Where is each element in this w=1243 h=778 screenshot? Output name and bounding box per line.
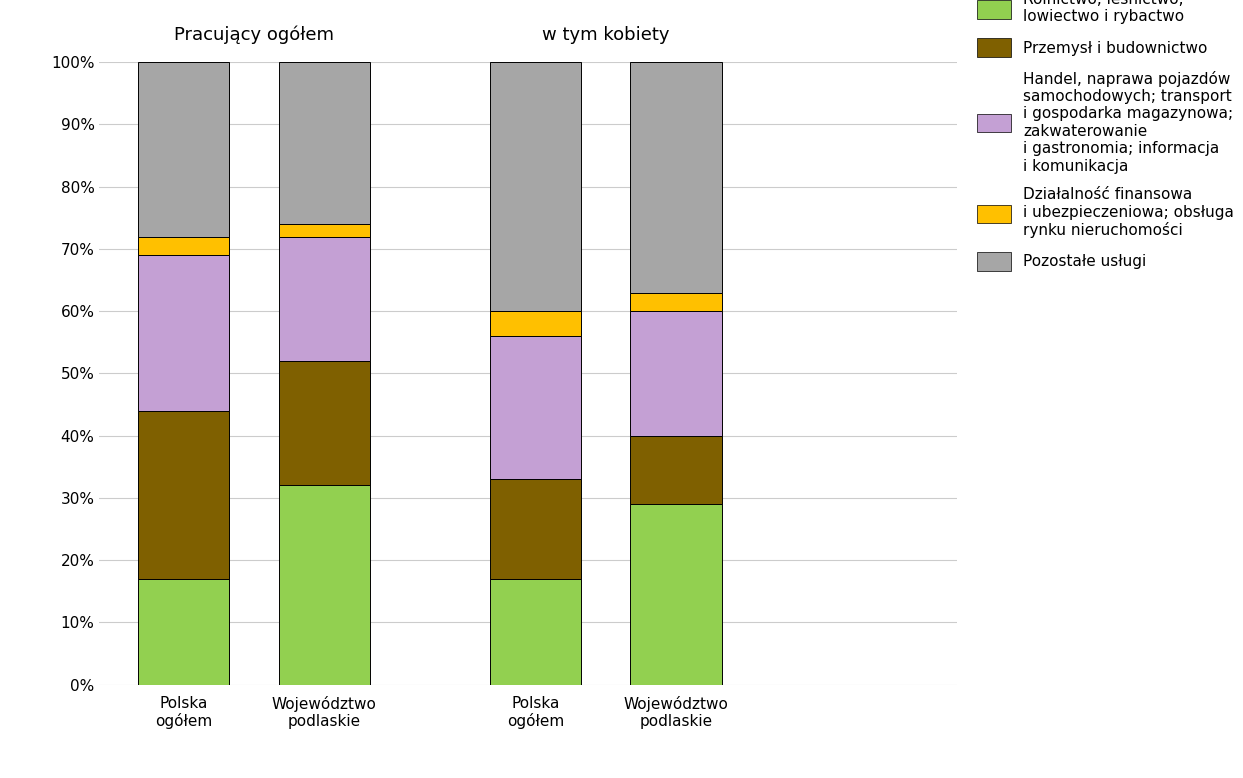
Bar xyxy=(490,336,580,479)
Bar xyxy=(138,255,230,411)
Bar xyxy=(138,237,230,255)
Bar xyxy=(490,311,580,336)
Bar xyxy=(138,411,230,579)
Bar xyxy=(138,62,230,237)
Bar xyxy=(630,293,722,311)
Bar xyxy=(278,62,370,224)
Legend: Rolnictwo, leśnictwo,
lowiectwo i rybactwo, Przemysł i budownictwo, Handel, napr: Rolnictwo, leśnictwo, lowiectwo i rybact… xyxy=(977,0,1234,271)
Bar xyxy=(630,62,722,293)
Bar xyxy=(278,237,370,361)
Bar xyxy=(630,504,722,685)
Bar xyxy=(278,485,370,685)
Bar xyxy=(630,436,722,504)
Bar xyxy=(278,224,370,237)
Text: Pracujący ogółem: Pracujący ogółem xyxy=(174,25,334,44)
Bar xyxy=(630,311,722,436)
Bar xyxy=(490,62,580,311)
Bar xyxy=(278,361,370,485)
Bar xyxy=(490,479,580,579)
Bar xyxy=(490,579,580,685)
Text: w tym kobiety: w tym kobiety xyxy=(542,26,670,44)
Bar xyxy=(138,579,230,685)
